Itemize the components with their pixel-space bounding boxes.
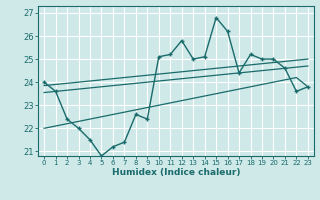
X-axis label: Humidex (Indice chaleur): Humidex (Indice chaleur) bbox=[112, 168, 240, 177]
